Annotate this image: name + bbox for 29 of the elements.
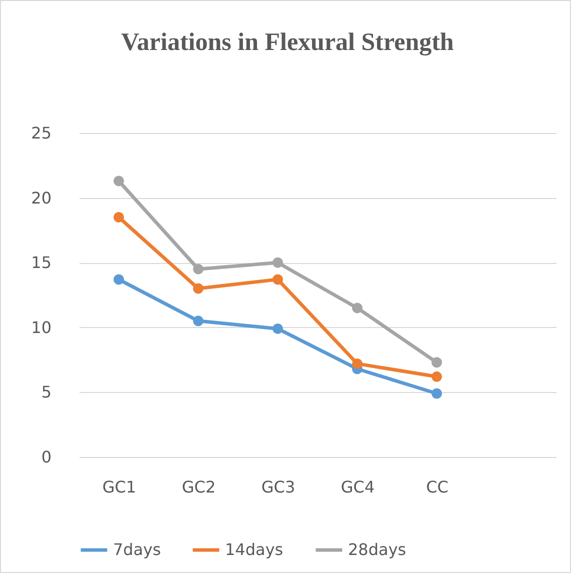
point: [114, 176, 124, 186]
point: [352, 302, 362, 314]
point: [272, 323, 283, 334]
legend-label: 7days: [113, 540, 161, 559]
chart-title: Variations in Flexural Strength: [121, 29, 454, 56]
legend-label: 14days: [225, 540, 284, 559]
y-tick-label: 0: [41, 448, 52, 466]
y-tick-label: 20: [31, 188, 52, 208]
y-tick-label: 15: [31, 253, 52, 272]
x-tick-label: GC1: [102, 478, 136, 496]
y-tick-label: 10: [31, 318, 52, 337]
y-tick-label: 5: [41, 382, 52, 402]
x-tick-label: CC: [426, 478, 448, 496]
point: [432, 371, 442, 382]
point: [114, 274, 124, 285]
point: [352, 358, 362, 369]
point: [432, 388, 442, 399]
x-tick-label: GC3: [261, 478, 296, 496]
point: [272, 274, 283, 285]
x-tick-label: GC4: [340, 478, 375, 496]
y-tick-label: 25: [31, 124, 52, 142]
point: [432, 357, 442, 368]
point: [193, 264, 204, 274]
legend-label: 28days: [348, 540, 406, 559]
point: [193, 283, 204, 294]
point: [193, 316, 204, 326]
point: [272, 257, 283, 268]
point: [114, 212, 124, 222]
x-tick-label: GC2: [182, 478, 216, 496]
